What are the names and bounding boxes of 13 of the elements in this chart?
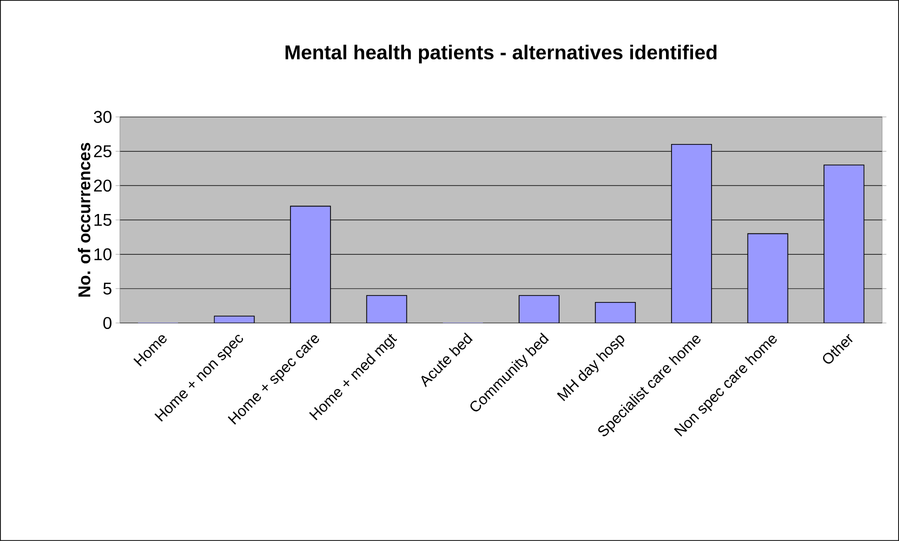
y-tick-label: 25 xyxy=(94,145,112,158)
y-tick-label: 5 xyxy=(103,282,112,295)
y-tick-label: 10 xyxy=(94,248,112,260)
y-axis-title: No. of occurrences xyxy=(78,142,90,297)
bar xyxy=(214,316,255,323)
y-tick-label: 15 xyxy=(94,214,112,226)
y-tick-label: 20 xyxy=(94,180,112,192)
bar xyxy=(366,295,408,323)
y-tick-label: 30 xyxy=(94,110,112,123)
bar xyxy=(518,295,560,323)
bar xyxy=(594,302,636,323)
y-tick-label: 0 xyxy=(103,316,112,330)
chart-title: Mental health patients - alternatives identified xyxy=(286,44,716,64)
